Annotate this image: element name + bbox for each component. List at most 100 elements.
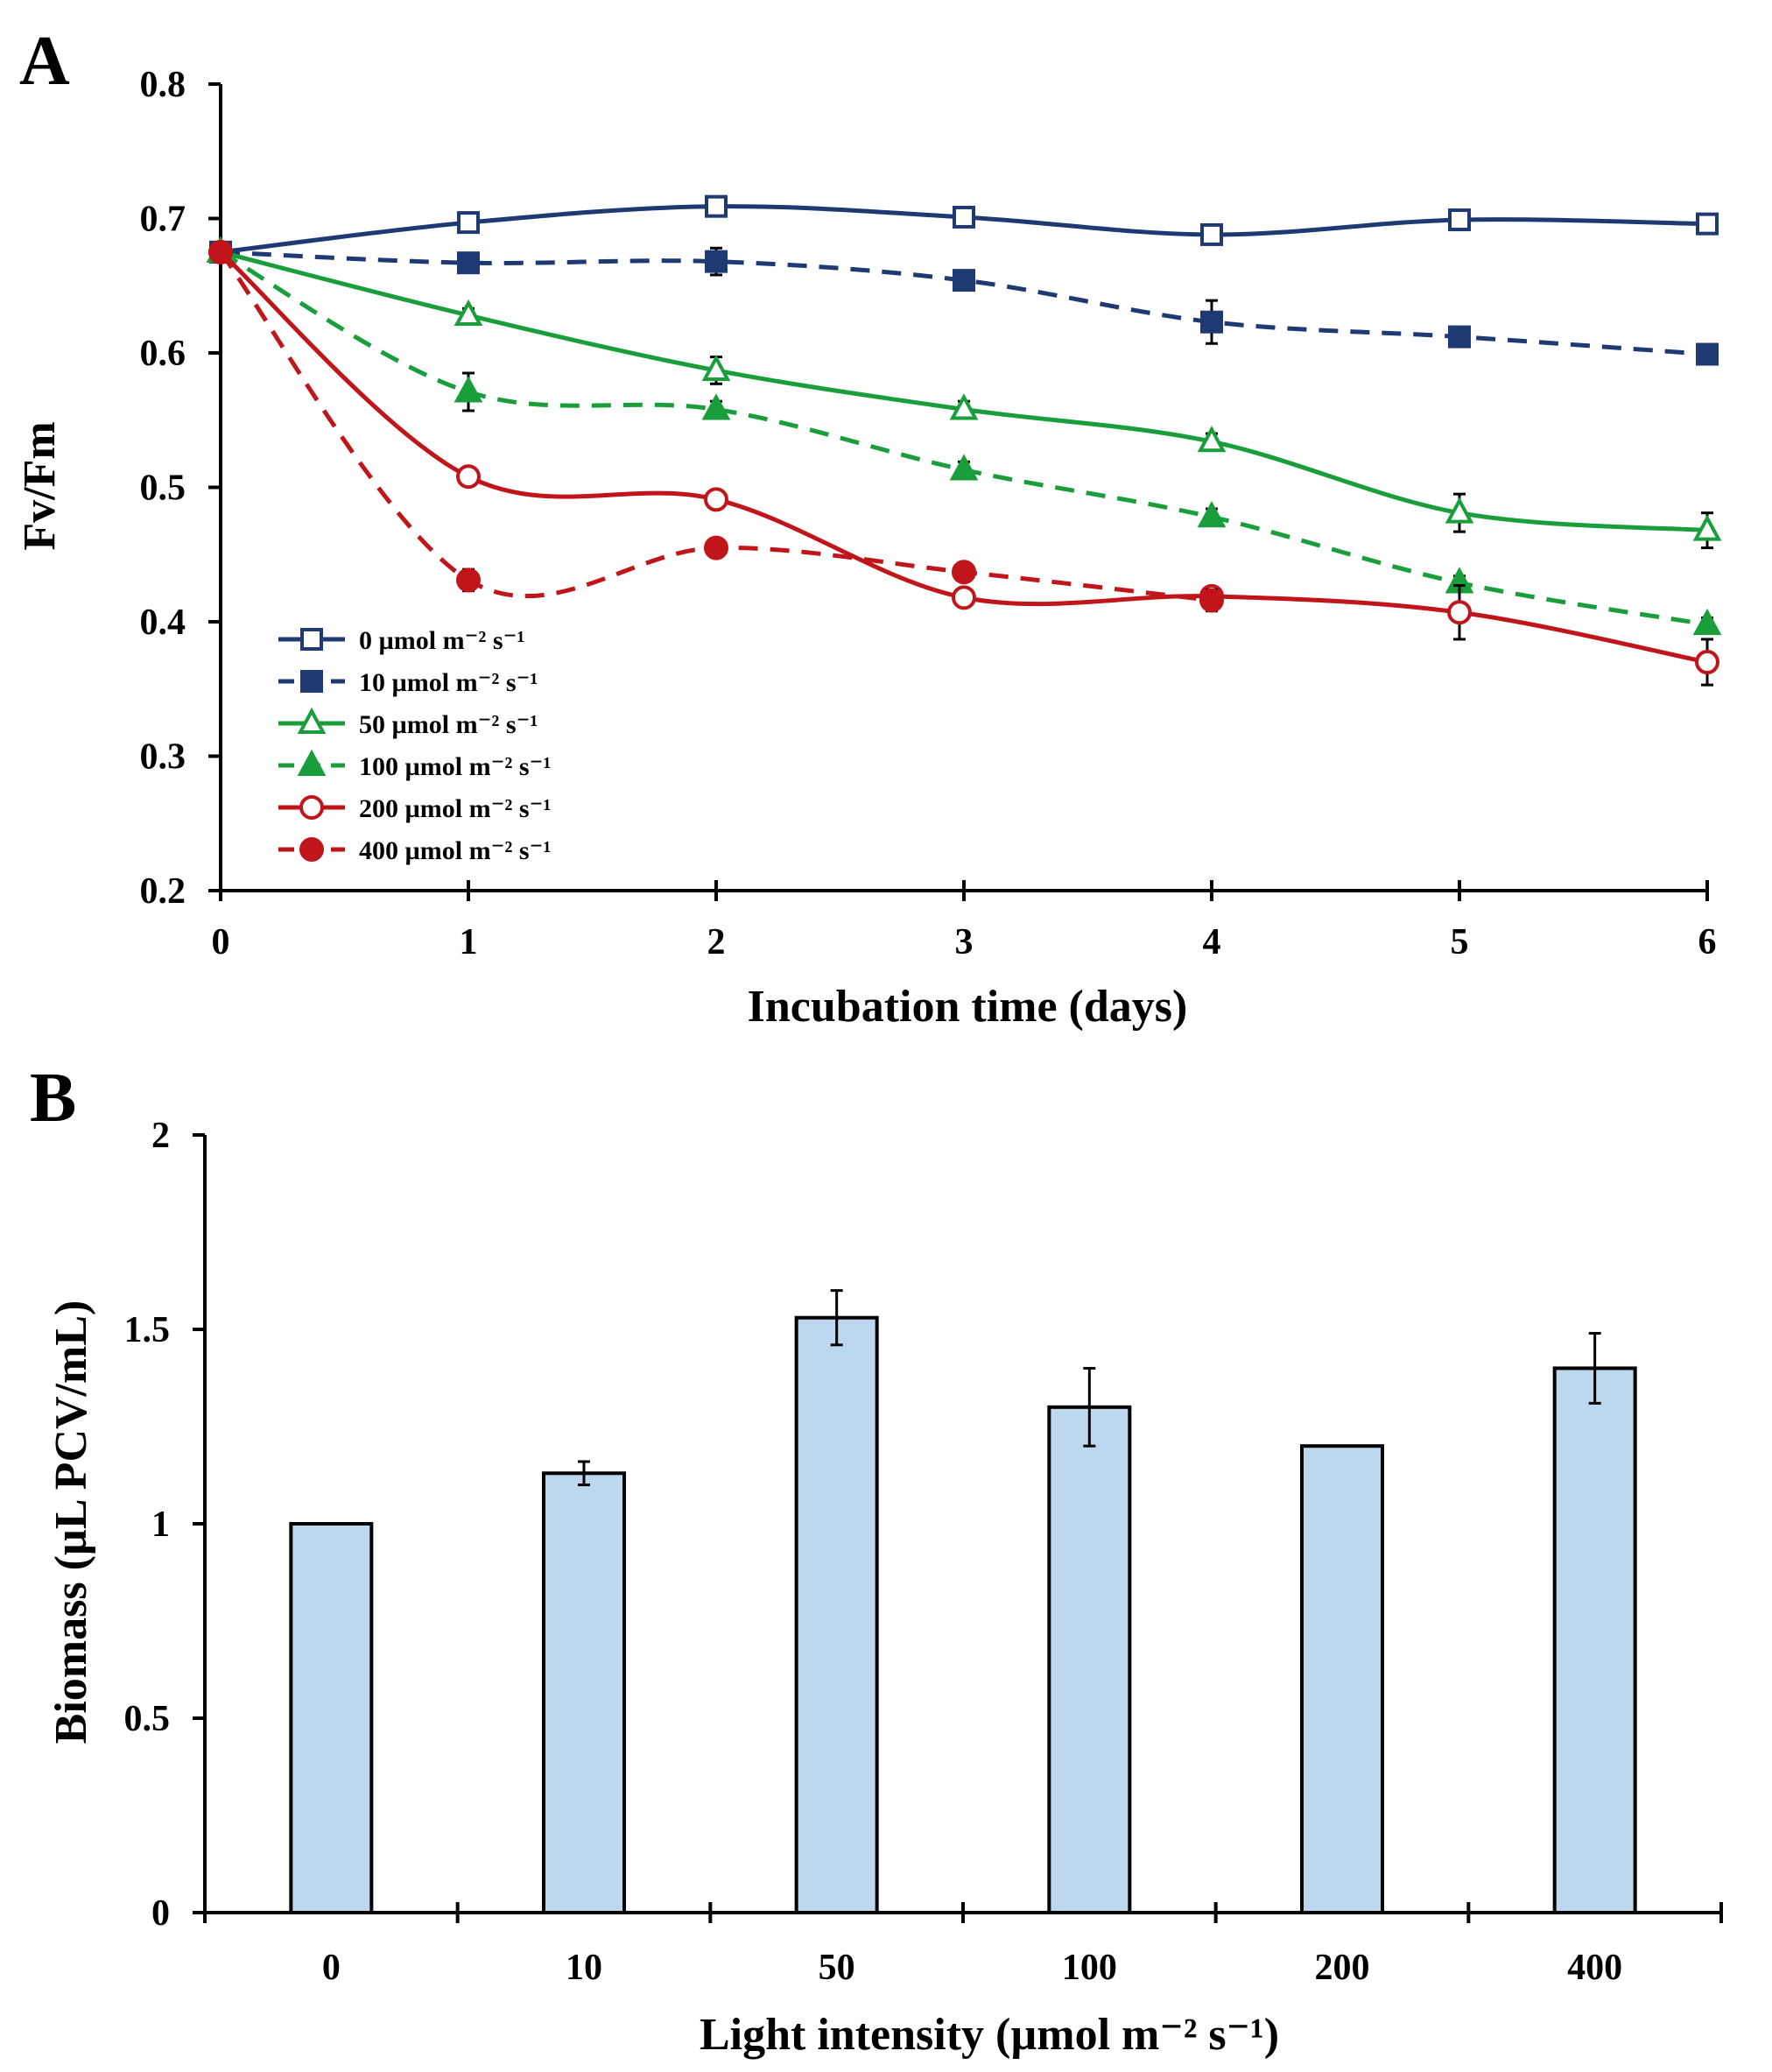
bar <box>1552 1366 1637 1914</box>
legend-item-0: 0 µmol m⁻² s⁻¹ <box>278 626 524 655</box>
series-1 <box>209 240 1719 366</box>
data-point <box>952 560 976 585</box>
data-point <box>1696 342 1719 366</box>
panel-a-y-tick-label: 0.5 <box>140 469 186 509</box>
data-point <box>1197 426 1227 453</box>
panel-a-y-tick-label: 0.6 <box>140 334 186 374</box>
panel-a-x-tick-label: 1 <box>460 922 478 962</box>
bar <box>1047 1405 1132 1915</box>
panel-b-letter: B <box>30 1060 76 1137</box>
data-point <box>705 194 728 218</box>
data-point <box>949 393 979 420</box>
panel-a-x-tick-label: 3 <box>955 922 974 962</box>
legend-marker <box>300 670 323 693</box>
data-point <box>454 376 483 403</box>
legend-label: 50 µmol m⁻² s⁻¹ <box>359 710 538 739</box>
bar <box>1300 1444 1384 1914</box>
panel-b-y-tick-label: 1.5 <box>124 1310 171 1350</box>
panel-a-x-title: Incubation time (days) <box>748 982 1188 1032</box>
data-point <box>208 239 233 264</box>
data-point <box>704 535 728 560</box>
data-point <box>704 487 728 512</box>
bar <box>542 1471 626 1915</box>
data-point <box>454 299 483 327</box>
panel-b-y-tick-label: 0.5 <box>124 1699 171 1739</box>
panel-b-y-tick-label: 1 <box>151 1505 170 1545</box>
data-point <box>1445 497 1474 524</box>
panel-a-y-tick-label: 0.2 <box>140 871 186 912</box>
series-line <box>220 250 1708 533</box>
legend-marker <box>297 749 327 776</box>
data-point <box>1692 608 1722 636</box>
panel-a-x-tick-label: 5 <box>1451 922 1469 962</box>
panel-a-y-tick-label: 0.3 <box>140 737 186 778</box>
series-line <box>219 250 1213 603</box>
legend-marker <box>299 795 324 820</box>
legend-marker <box>299 837 324 862</box>
panel-b-axes: 0 0.5 1 1.5 2 <box>124 1116 1723 1934</box>
data-point <box>457 211 480 235</box>
data-point <box>1199 588 1224 613</box>
panel-b-x-tick-label: 400 <box>1567 1948 1622 1988</box>
data-point <box>457 251 480 275</box>
legend-label: 0 µmol m⁻² s⁻¹ <box>359 626 524 655</box>
data-point <box>949 454 979 481</box>
bar <box>794 1315 879 1915</box>
data-point <box>456 567 481 593</box>
legend-label: 100 µmol m⁻² s⁻¹ <box>359 752 551 781</box>
panel-b: B 0 0.5 1 1.5 2 Biomass (µL PCV/mL) Light in… <box>30 1060 1723 2060</box>
legend-label: 200 µmol m⁻² s⁻¹ <box>359 794 551 823</box>
data-point <box>456 464 481 490</box>
panel-b-x-title: Light intensity (µmol m⁻² s⁻¹) <box>700 2010 1279 2060</box>
legend-item-4: 200 µmol m⁻² s⁻¹ <box>278 794 551 823</box>
data-point <box>953 269 975 292</box>
series-2 <box>206 236 1722 550</box>
legend-item-3: 100 µmol m⁻² s⁻¹ <box>278 749 551 781</box>
panel-b-x-tick-label: 0 <box>322 1948 341 1988</box>
legend-label: 400 µmol m⁻² s⁻¹ <box>359 836 551 865</box>
legend-item-5: 400 µmol m⁻² s⁻¹ <box>278 836 551 865</box>
panel-a-x-tick-label: 2 <box>707 922 726 962</box>
panel-a-x-tick-label: 6 <box>1698 922 1717 962</box>
data-point <box>705 250 728 273</box>
panel-a-x-tick-label: 4 <box>1203 922 1221 962</box>
panel-b-y-tick-label: 2 <box>151 1116 170 1156</box>
data-point <box>952 585 976 610</box>
data-point <box>1448 208 1471 232</box>
panel-a-y-tick-label: 0.7 <box>140 200 186 240</box>
legend-item-1: 10 µmol m⁻² s⁻¹ <box>278 668 538 697</box>
legend-label: 10 µmol m⁻² s⁻¹ <box>359 668 538 697</box>
panel-a-series <box>206 194 1722 687</box>
data-point <box>953 205 975 229</box>
bar <box>289 1522 374 1914</box>
series-0 <box>209 194 1719 264</box>
series-line <box>220 250 1708 357</box>
data-point <box>701 354 731 381</box>
data-point <box>1692 514 1722 541</box>
data-point <box>1696 212 1719 236</box>
data-point <box>1695 650 1719 675</box>
legend-marker <box>300 628 323 651</box>
panel-a: A 0.2 0.3 0.4 0.5 0.6 0.7 0.8 0 1 2 3 4 5 6 Fv/Fm Inc… <box>15 23 1722 1032</box>
panel-b-x-tick-label: 10 <box>566 1948 602 1988</box>
panel-a-legend: 0 µmol m⁻² s⁻¹ 10 µmol m⁻² s⁻¹ 50 µmol m⁻²… <box>278 626 551 865</box>
panel-a-letter: A <box>19 23 70 100</box>
panel-a-axes: 0.2 0.3 0.4 0.5 0.6 0.7 0.8 0 1 2 3 4 5 6 <box>140 65 1717 962</box>
panel-a-y-tick-label: 0.4 <box>140 603 186 643</box>
data-point <box>701 393 731 420</box>
panel-a-y-title: Fv/Fm <box>15 421 65 550</box>
panel-b-y-tick-label: 0 <box>151 1893 170 1934</box>
panel-b-x-tick-label: 200 <box>1315 1948 1370 1988</box>
panel-a-y-tick-label: 0.8 <box>140 65 186 105</box>
data-point <box>1447 600 1472 625</box>
panel-a-x-tick-label: 0 <box>212 922 230 962</box>
data-point <box>1200 310 1223 334</box>
series-5 <box>208 239 1224 613</box>
panel-b-y-title: Biomass (µL PCV/mL) <box>46 1300 96 1744</box>
data-point <box>1448 325 1471 349</box>
panel-b-x-tick-label: 100 <box>1062 1948 1117 1988</box>
panel-b-bars: 0 10 50 100 200 400 <box>289 1289 1637 1988</box>
panel-b-x-tick-label: 50 <box>819 1948 855 1988</box>
data-point <box>1197 501 1227 528</box>
